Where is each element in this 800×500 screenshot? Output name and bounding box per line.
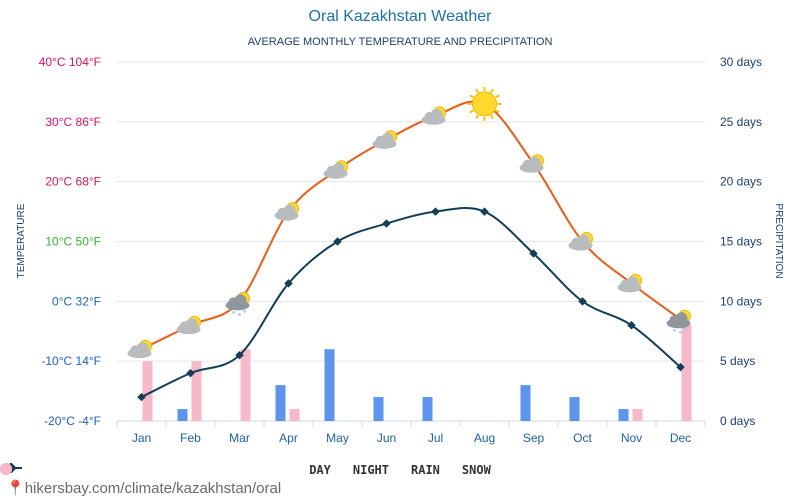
sun-ray xyxy=(475,88,479,94)
cloud-icon xyxy=(675,312,688,325)
snow-legend-icon xyxy=(0,463,12,475)
cloud-icon xyxy=(381,132,394,145)
legend-item-snow[interactable]: SNOW xyxy=(0,463,491,477)
y-tick-label-right: 5 days xyxy=(720,354,755,368)
x-tick-label: Dec xyxy=(670,431,691,445)
x-tick-label: Nov xyxy=(621,431,642,445)
cloud-icon xyxy=(136,342,149,355)
snowflake-icon xyxy=(673,328,676,332)
day-line xyxy=(141,100,682,351)
night-point xyxy=(431,207,440,216)
night-point xyxy=(333,237,342,246)
x-tick-label: Apr xyxy=(279,431,298,445)
legend-label-day: DAY xyxy=(309,463,331,477)
rain-bar xyxy=(324,349,335,421)
legend-label-snow: SNOW xyxy=(461,463,491,477)
x-tick-label: May xyxy=(326,431,349,445)
legend-label-night: NIGHT xyxy=(352,463,389,477)
x-tick-label: Oct xyxy=(573,431,592,445)
rain-bar xyxy=(177,409,188,421)
cloud-icon xyxy=(234,294,247,307)
x-tick-label: Mar xyxy=(229,431,250,445)
snow-bar xyxy=(191,361,202,421)
night-line xyxy=(141,206,682,398)
x-tick-label: Feb xyxy=(180,431,201,445)
night-point xyxy=(627,321,636,330)
y-tick-label-right: 10 days xyxy=(720,294,762,308)
snow-bar xyxy=(142,361,153,421)
x-tick-label: Jan xyxy=(132,431,151,445)
sun-ray xyxy=(469,109,474,114)
cloud-icon xyxy=(626,276,639,289)
y-tick-label-right: 20 days xyxy=(720,175,762,189)
night-point xyxy=(186,368,195,378)
night-point xyxy=(578,297,587,306)
snow-bar xyxy=(681,325,692,421)
night-point xyxy=(480,207,489,216)
y-tick-label-left: 0°C 32°F xyxy=(52,294,101,308)
snowflake-icon xyxy=(238,312,241,316)
footer-url: hikersbay.com/climate/kazakhstan/oral xyxy=(24,480,282,497)
snow-bar xyxy=(289,409,300,421)
sun-icon xyxy=(472,91,497,117)
y2-axis-label: PRECIPITATION xyxy=(773,203,784,278)
night-point xyxy=(284,279,293,288)
y-tick-label-right: 25 days xyxy=(720,115,762,129)
chart-subtitle: AVERAGE MONTHLY TEMPERATURE AND PRECIPIT… xyxy=(247,36,553,48)
rain-bar xyxy=(373,397,384,421)
night-point xyxy=(676,362,685,372)
rain-bar xyxy=(422,397,433,421)
legend-item-day[interactable]: DAY xyxy=(0,463,331,477)
cloud-icon xyxy=(332,162,345,175)
y-tick-label-right: 15 days xyxy=(720,235,762,249)
y-tick-label-right: 30 days xyxy=(720,55,762,69)
cloud-icon xyxy=(430,108,443,121)
sun-ray xyxy=(475,114,479,120)
y-tick-label-left: 10°C 50°F xyxy=(45,235,101,249)
sun-ray xyxy=(469,94,474,99)
footer-link[interactable]: 📍hikersbay.com/climate/kazakhstan/oral xyxy=(6,479,281,497)
sun-ray xyxy=(495,94,500,99)
legend-item-rain[interactable]: RAIN xyxy=(0,463,440,477)
rain-bar xyxy=(275,385,286,421)
rain-bar xyxy=(520,385,531,421)
cloud-icon xyxy=(528,156,541,169)
x-tick-label: Aug xyxy=(474,431,495,445)
cloud-icon xyxy=(185,318,198,331)
rain-bar xyxy=(569,397,580,421)
y-axis-label: TEMPERATURE xyxy=(16,203,27,278)
snowflake-icon xyxy=(684,327,687,331)
cloud-icon xyxy=(577,234,590,247)
night-point xyxy=(235,350,244,360)
legend-label-rain: RAIN xyxy=(411,463,440,477)
snow-bar xyxy=(240,349,251,421)
x-tick-label: Jun xyxy=(377,431,396,445)
pin-icon: 📍 xyxy=(6,480,25,497)
x-tick-label: Sep xyxy=(523,431,545,445)
y-tick-label-left: 30°C 86°F xyxy=(45,115,101,129)
legend: DAY NIGHT RAIN SNOW xyxy=(0,463,800,477)
chart-title: Oral Kazakhstan Weather xyxy=(308,8,492,25)
legend-item-night[interactable]: NIGHT xyxy=(0,463,389,477)
sun-ray xyxy=(495,109,500,114)
snowflake-icon xyxy=(243,309,246,313)
night-point xyxy=(137,392,146,402)
snowflake-icon xyxy=(679,330,682,334)
snowflake-icon xyxy=(232,310,235,314)
x-tick-label: Jul xyxy=(428,431,443,445)
night-point xyxy=(382,219,391,228)
y-tick-label-left: 20°C 68°F xyxy=(45,175,101,189)
rain-bar xyxy=(618,409,629,421)
snow-bar xyxy=(632,409,643,421)
sun-ray xyxy=(490,88,494,94)
y-tick-label-left: -20°C -4°F xyxy=(44,414,101,428)
cloud-icon xyxy=(283,204,296,217)
y-tick-label-left: -10°C 14°F xyxy=(41,354,101,368)
y-tick-label-left: 40°C 104°F xyxy=(39,55,101,69)
sun-ray xyxy=(490,114,494,120)
y-tick-label-right: 0 days xyxy=(720,414,755,428)
